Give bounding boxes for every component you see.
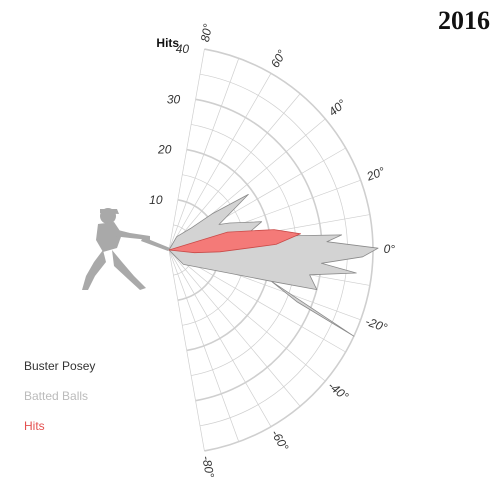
legend-hits[interactable]: Hits xyxy=(24,419,45,433)
angle-tick-label: 80° xyxy=(198,23,215,43)
angle-tick-label: 0° xyxy=(384,242,396,256)
angle-tick-label: -40° xyxy=(325,379,351,404)
grid-spoke xyxy=(168,58,240,251)
batter-torso xyxy=(96,222,122,252)
grid-spoke xyxy=(168,93,301,251)
grid-spoke xyxy=(168,249,272,427)
batter-back-leg xyxy=(82,250,106,290)
angle-tick-label: 20° xyxy=(364,164,387,184)
radial-tick-label: 30 xyxy=(167,92,181,106)
series-layer xyxy=(168,193,379,337)
angle-tick-label: 60° xyxy=(268,47,289,70)
batter-helmet xyxy=(100,209,119,214)
batter-front-leg xyxy=(112,250,146,290)
grid-spoke xyxy=(168,249,240,442)
grid-spoke xyxy=(168,249,301,407)
grid-spoke xyxy=(168,73,272,251)
radial-tick-label: 10 xyxy=(149,193,163,207)
grid-spoke xyxy=(168,249,326,382)
year-label: 2016 xyxy=(438,6,490,35)
batter-bat xyxy=(141,237,170,251)
batter-arms xyxy=(110,228,150,240)
hits-area xyxy=(168,229,302,254)
radial-tick-label: 20 xyxy=(157,143,172,157)
angle-tick-label: -20° xyxy=(364,314,390,335)
radial-axis-title: Hits xyxy=(156,36,179,50)
chart-grid xyxy=(168,48,374,452)
grid-spoke xyxy=(168,249,205,451)
radial-tick-label: 40 xyxy=(176,42,190,56)
grid-spoke xyxy=(168,49,205,251)
legend-player-name[interactable]: Buster Posey xyxy=(24,359,96,373)
legend-batted-balls[interactable]: Batted Balls xyxy=(24,389,89,403)
angle-tick-label: 40° xyxy=(326,96,349,119)
angle-tick-label: -60° xyxy=(268,427,291,453)
batter-silhouette-icon xyxy=(82,208,170,290)
batted-balls-area xyxy=(168,193,379,337)
angle-tick-label: -80° xyxy=(199,455,217,479)
